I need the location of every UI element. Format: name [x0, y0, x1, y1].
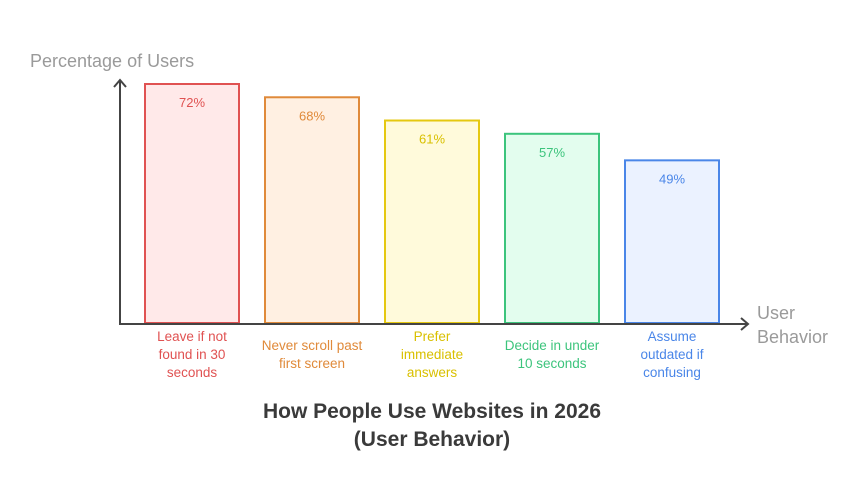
data-label: 68% — [299, 108, 325, 123]
bar — [504, 132, 600, 324]
chart-title: How People Use Websites in 2026 — [263, 400, 601, 423]
bar — [144, 83, 240, 324]
category-label: Never scroll past — [262, 338, 363, 353]
data-label: 72% — [179, 95, 205, 110]
category-label: Leave if not — [157, 329, 227, 344]
category-label: outdated if — [640, 347, 703, 362]
category-label: seconds — [167, 365, 218, 380]
bar — [264, 96, 360, 325]
category-label: Assume — [648, 329, 697, 344]
category-label: Decide in under — [505, 338, 600, 353]
y-axis-arrow-icon — [113, 78, 127, 88]
chart-subtitle: (User Behavior) — [354, 428, 510, 451]
category-label: immediate — [401, 347, 463, 362]
data-label: 57% — [539, 145, 565, 160]
x-axis-label-line: Behavior — [757, 327, 828, 347]
bar — [384, 119, 480, 324]
x-axis-label-line: User — [757, 303, 795, 323]
category-label: first screen — [279, 356, 345, 371]
data-label: 61% — [419, 132, 445, 147]
x-axis-arrow-icon — [740, 317, 750, 331]
category-label: confusing — [643, 365, 701, 380]
bar — [624, 159, 720, 324]
category-label: 10 seconds — [517, 356, 586, 371]
data-label: 49% — [659, 171, 685, 186]
y-axis-label: Percentage of Users — [30, 51, 194, 71]
category-label: Prefer — [414, 329, 451, 344]
category-label: found in 30 — [159, 347, 226, 362]
category-label: answers — [407, 365, 458, 380]
x-axis-label: User Behavior — [757, 303, 828, 347]
